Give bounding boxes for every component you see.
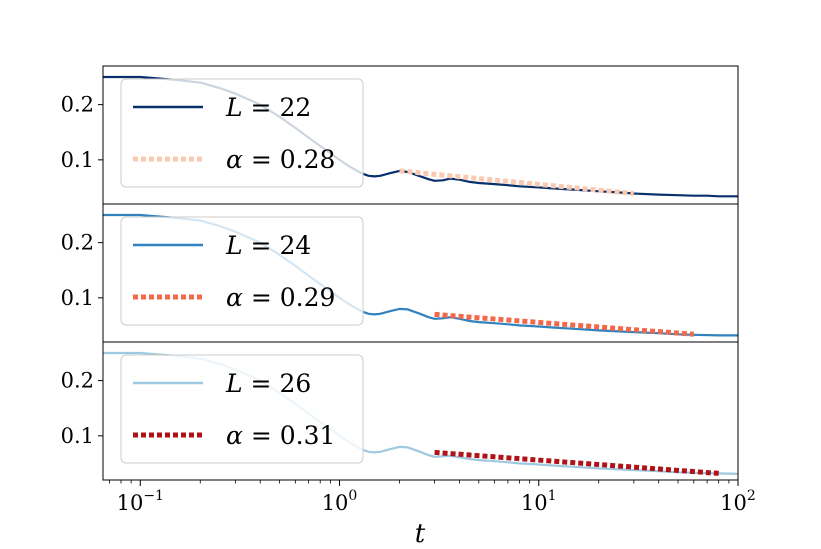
- legend-label: α = 0.28: [226, 145, 335, 174]
- y-tick-label: 0.1: [61, 286, 94, 310]
- x-tick-base: 10: [720, 491, 747, 515]
- legend-value: = 26: [243, 369, 312, 398]
- panel-1: 0.10.2 L = 22α = 0.28: [61, 65, 739, 205]
- x-tick-base: 10: [521, 491, 548, 515]
- y-tick-label: 0.1: [61, 148, 94, 172]
- legend-symbol: α: [226, 421, 243, 450]
- x-tick-label: 100: [322, 488, 358, 515]
- legend-symbol: α: [226, 145, 243, 174]
- x-tick-base: 10: [322, 491, 349, 515]
- legend-label: L = 26: [225, 369, 311, 398]
- x-tick-exponent: 0: [348, 488, 357, 504]
- panel-3: 0.10.2 L = 26α = 0.31: [61, 341, 739, 481]
- x-tick-label: 102: [720, 488, 756, 515]
- panel-frame: [102, 341, 739, 481]
- legend-value: = 0.29: [243, 283, 336, 312]
- fit-line: [434, 311, 694, 337]
- x-tick-exponent: −1: [143, 488, 164, 504]
- legend-symbol: L: [225, 231, 243, 260]
- legend-label: α = 0.29: [226, 283, 335, 312]
- legend-value: = 24: [243, 231, 312, 260]
- fit-line: [434, 449, 719, 476]
- x-tick-label: 10−1: [117, 488, 164, 515]
- legend-value: = 0.28: [243, 145, 336, 174]
- panel-2: 0.10.2 L = 24α = 0.29: [61, 203, 739, 343]
- legend: L = 24α = 0.29: [120, 216, 364, 326]
- legend-symbol: α: [226, 283, 243, 312]
- legend-value: = 22: [243, 93, 312, 122]
- y-tick-label: 0.2: [61, 369, 94, 393]
- x-tick-base: 10: [117, 491, 144, 515]
- legend: L = 26α = 0.31: [120, 354, 364, 464]
- legend-symbol: L: [225, 93, 243, 122]
- x-tick-label: 101: [521, 488, 557, 515]
- y-tick-label: 0.2: [61, 231, 94, 255]
- legend-value: = 0.31: [243, 421, 336, 450]
- legend-label: α = 0.31: [226, 421, 335, 450]
- legend-symbol: L: [225, 369, 243, 398]
- y-tick-label: 0.2: [61, 93, 94, 117]
- legend-label: L = 24: [225, 231, 311, 260]
- legend-label: L = 22: [225, 93, 311, 122]
- fit-line: [399, 168, 635, 196]
- x-axis-label: t: [415, 519, 426, 549]
- legend: L = 22α = 0.28: [120, 78, 364, 188]
- x-tick-exponent: 1: [548, 488, 557, 504]
- x-axis: 10−1 100 101 102: [109, 480, 756, 515]
- panels: 0.10.2 L = 22α = 0.280.10.2 L = 24α = 0.29…: [61, 65, 739, 481]
- y-tick-label: 0.1: [61, 424, 94, 448]
- x-tick-exponent: 2: [747, 488, 756, 504]
